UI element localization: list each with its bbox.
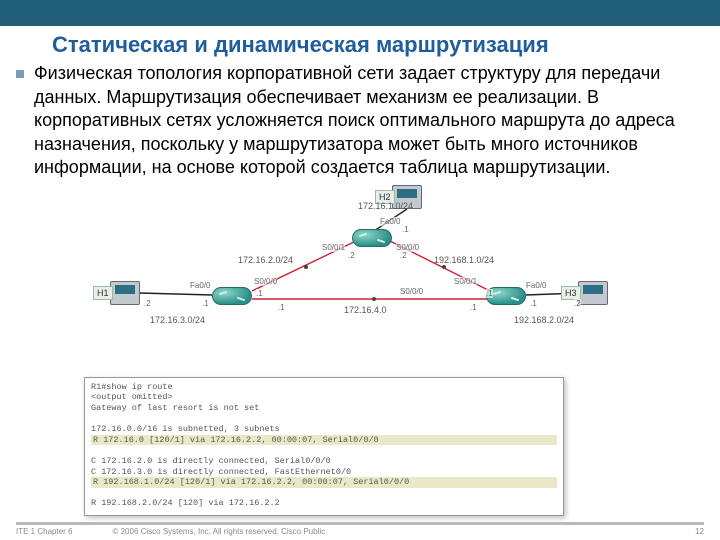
subnet-label: 172.16.4.0: [344, 305, 387, 315]
subnet-label: 192.168.1.0/24: [434, 255, 494, 265]
route-line: C 172.16.2.0 is directly connected, Seri…: [91, 456, 557, 467]
iface-label: .2: [348, 251, 355, 260]
top-bar: [0, 0, 720, 26]
router-R1: [212, 287, 252, 305]
route-line: Gateway of last resort is not set: [91, 403, 557, 414]
body-paragraph: Физическая топология корпоративной сети …: [34, 62, 700, 179]
iface-label: .1: [402, 225, 409, 234]
host-label: H1: [93, 286, 113, 300]
route-line: R 192.168.1.0/24 [120/1] via 172.16.2.2,…: [91, 477, 557, 488]
slide-title: Статическая и динамическая маршрутизация: [0, 26, 720, 62]
iface-label: .1: [530, 299, 537, 308]
bullet-row: Физическая топология корпоративной сети …: [16, 62, 700, 179]
route-line: <output omitted>: [91, 392, 557, 403]
network-diagram: H1H2H3172.16.1.0/24172.16.2.0/24172.16.3…: [90, 185, 630, 345]
iface-label: .2: [400, 251, 407, 260]
iface-label: .1: [202, 299, 209, 308]
subnet-label: 172.16.2.0/24: [238, 255, 293, 265]
route-line: R 172.16.0 [120/1] via 172.16.2.2, 00:00…: [91, 435, 557, 446]
subnet-label: 172.16.1.0/24: [358, 201, 413, 211]
iface-label: Fa0/0: [380, 217, 400, 226]
router-R2: [352, 229, 392, 247]
route-line: C 172.16.3.0 is directly connected, Fast…: [91, 467, 557, 478]
host-H3: H3: [578, 281, 608, 305]
footer-mid: © 2006 Cisco Systems, Inc. All rights re…: [72, 527, 695, 536]
iface-label: .1: [486, 289, 493, 298]
route-line: R 192.168.2.0/24 [120] via 172.16.2.2: [91, 498, 557, 509]
bullet-icon: [16, 70, 24, 78]
iface-label: Fa0/0: [526, 281, 546, 290]
iface-label: S0/0/0: [254, 277, 277, 286]
route-line: R1#show ip route: [91, 382, 557, 393]
subnet-label: 172.16.3.0/24: [150, 315, 205, 325]
body-wrap: Физическая топология корпоративной сети …: [0, 62, 720, 179]
iface-label: S0/0/0: [400, 287, 423, 296]
host-label: H3: [561, 286, 581, 300]
iface-label: .1: [256, 289, 263, 298]
subnet-label: 192.168.2.0/24: [514, 315, 574, 325]
iface-label: S0/0/1: [454, 277, 477, 286]
footer-page: 12: [695, 527, 704, 536]
iface-label: Fa0/0: [190, 281, 210, 290]
footer: ITE 1 Chapter 6 © 2006 Cisco Systems, In…: [16, 522, 704, 536]
route-output-panel: R1#show ip route<output omitted>Gateway …: [84, 377, 564, 517]
iface-label: .2: [574, 299, 581, 308]
iface-label: S0/0/1: [322, 243, 345, 252]
iface-label: .2: [144, 299, 151, 308]
host-H1: H1: [110, 281, 140, 305]
iface-label: .1: [470, 303, 477, 312]
iface-label: .1: [278, 303, 285, 312]
route-line: 172.16.0.0/16 is subnetted, 3 subnets: [91, 424, 557, 435]
footer-left: ITE 1 Chapter 6: [16, 527, 72, 536]
link-line: [140, 293, 212, 295]
